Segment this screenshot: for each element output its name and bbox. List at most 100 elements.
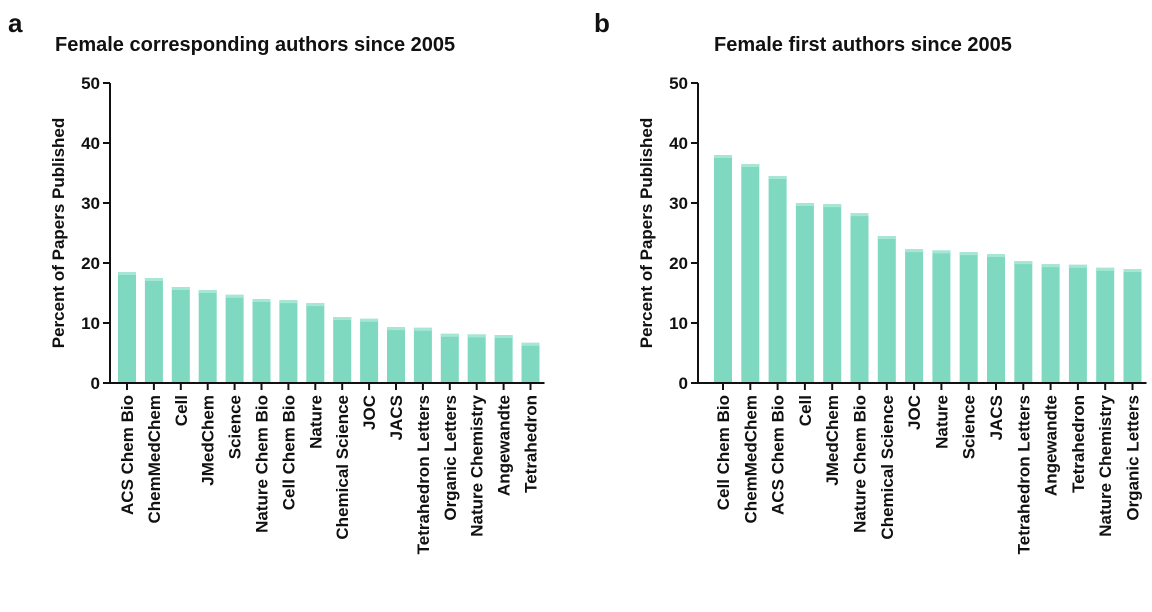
category-label-1-5: Nature Chem Bio — [851, 395, 870, 533]
bar-cap-0-14 — [494, 335, 513, 338]
category-label-1-11: Tetrahedron Letters — [1014, 395, 1033, 554]
category-label-0-8: Chemical Science — [333, 395, 352, 540]
bar-1-4 — [823, 204, 842, 383]
bar-0-9 — [360, 318, 379, 383]
category-label-1-9: Science — [960, 395, 979, 459]
bar-cap-1-10 — [987, 254, 1005, 257]
bar-0-6 — [279, 300, 298, 383]
y-tick-label-0-3: 30 — [81, 194, 100, 213]
category-label-1-4: JMedChem — [823, 395, 842, 486]
bar-cap-1-3 — [795, 203, 814, 206]
category-label-0-3: JMedChem — [199, 395, 218, 486]
bar-cap-1-0 — [714, 155, 732, 158]
bar-cap-0-1 — [144, 278, 163, 281]
y-tick-label-1-3: 30 — [669, 194, 688, 213]
category-label-1-10: JACS — [987, 395, 1006, 440]
bar-cap-0-8 — [333, 317, 352, 320]
bar-chart-a: 0 10 20 30 40 50 ACS Chem Bio ChemMedChem Cell JM… — [49, 74, 545, 554]
y-tick-label-1-5: 50 — [669, 74, 688, 93]
bar-0-5 — [252, 299, 271, 383]
category-label-1-14: Nature Chemistry — [1096, 394, 1115, 536]
bar-cap-0-2 — [171, 287, 190, 290]
category-label-0-14: Angewandte — [495, 395, 514, 496]
category-label-1-8: Nature — [932, 395, 951, 449]
bar-0-12 — [440, 333, 459, 383]
chart-title-a: Female corresponding authors since 2005 — [55, 34, 456, 56]
bar-cap-0-13 — [467, 334, 486, 338]
bar-1-15 — [1123, 269, 1142, 383]
bar-cap-0-15 — [521, 342, 540, 346]
category-label-1-7: JOC — [905, 395, 924, 430]
y-tick-label-1-0: 0 — [679, 374, 688, 393]
bar-1-10 — [987, 254, 1005, 383]
category-label-1-6: Chemical Science — [878, 395, 897, 540]
bar-1-2 — [768, 176, 787, 383]
bar-cap-1-9 — [959, 252, 978, 256]
bar-cap-1-14 — [1096, 267, 1115, 271]
bar-1-12 — [1041, 264, 1060, 383]
bar-0-4 — [225, 294, 244, 383]
bar-0-13 — [467, 334, 486, 383]
y-tick-label-0-1: 10 — [81, 314, 100, 333]
category-label-1-0: Cell Chem Bio — [714, 395, 733, 510]
y-tick-label-1-2: 20 — [669, 254, 688, 273]
bar-0-10 — [387, 327, 405, 383]
category-label-0-1: ChemMedChem — [145, 395, 164, 523]
bar-cap-0-5 — [252, 299, 271, 302]
bar-1-9 — [959, 252, 978, 383]
category-label-0-0: ACS Chem Bio — [118, 395, 137, 515]
y-tick-label-0-5: 50 — [81, 74, 100, 93]
bar-1-6 — [877, 236, 896, 383]
bar-1-5 — [850, 213, 869, 383]
category-label-0-5: Nature Chem Bio — [253, 395, 272, 533]
category-label-0-6: Cell Chem Bio — [279, 395, 298, 510]
panel-letter-b: b — [594, 8, 610, 38]
category-label-0-4: Science — [226, 395, 245, 459]
bar-0-2 — [171, 287, 190, 383]
bar-cap-0-6 — [279, 300, 298, 304]
category-label-0-12: Organic Letters — [441, 395, 460, 521]
category-label-1-15: Organic Letters — [1124, 395, 1143, 521]
bar-cap-1-7 — [905, 249, 924, 253]
y-tick-label-0-4: 40 — [81, 134, 100, 153]
category-label-0-15: Tetrahedron — [522, 395, 541, 493]
bar-cap-0-10 — [387, 327, 405, 331]
bar-cap-1-2 — [768, 176, 787, 179]
bar-cap-0-0 — [118, 272, 136, 275]
category-label-1-13: Tetrahedron — [1069, 395, 1088, 493]
bar-cap-1-13 — [1068, 264, 1087, 268]
bar-1-1 — [741, 164, 760, 383]
y-tick-label-0-0: 0 — [91, 374, 100, 393]
bar-1-13 — [1068, 264, 1087, 383]
bar-cap-1-6 — [877, 236, 896, 239]
bar-cap-1-11 — [1014, 261, 1033, 265]
bar-1-3 — [795, 203, 814, 383]
category-label-0-10: JACS — [387, 395, 406, 440]
y-tick-label-0-2: 20 — [81, 254, 100, 273]
bar-0-7 — [306, 303, 325, 383]
category-label-0-13: Nature Chemistry — [468, 394, 487, 536]
bar-1-11 — [1014, 261, 1033, 383]
chart-panel-a: a Female corresponding authors since 200… — [8, 8, 545, 554]
chart-panel-b: b Female first authors since 2005 0 10 20 3… — [576, 0, 1152, 612]
bar-0-1 — [144, 278, 163, 383]
bar-cap-0-4 — [225, 294, 244, 298]
bar-cap-1-15 — [1123, 269, 1142, 272]
bar-0-8 — [333, 317, 352, 383]
category-label-0-9: JOC — [360, 395, 379, 430]
bar-0-0 — [118, 272, 136, 383]
bar-1-8 — [932, 250, 951, 383]
y-tick-label-1-4: 40 — [669, 134, 688, 153]
bar-0-3 — [198, 290, 217, 383]
bar-1-14 — [1096, 267, 1115, 383]
bar-0-11 — [413, 327, 432, 383]
category-label-0-11: Tetrahedron Letters — [414, 395, 433, 554]
bar-0-15 — [521, 342, 540, 383]
bar-cap-0-9 — [360, 318, 379, 322]
bar-cap-1-4 — [823, 204, 842, 208]
category-label-1-1: ChemMedChem — [741, 395, 760, 523]
bar-cap-1-5 — [850, 213, 869, 217]
bar-1-0 — [714, 155, 732, 383]
category-label-1-3: Cell — [796, 395, 815, 426]
bar-chart-b: 0 10 20 30 40 50 Cell Chem Bio ChemMedChem ACS C… — [637, 74, 1147, 554]
